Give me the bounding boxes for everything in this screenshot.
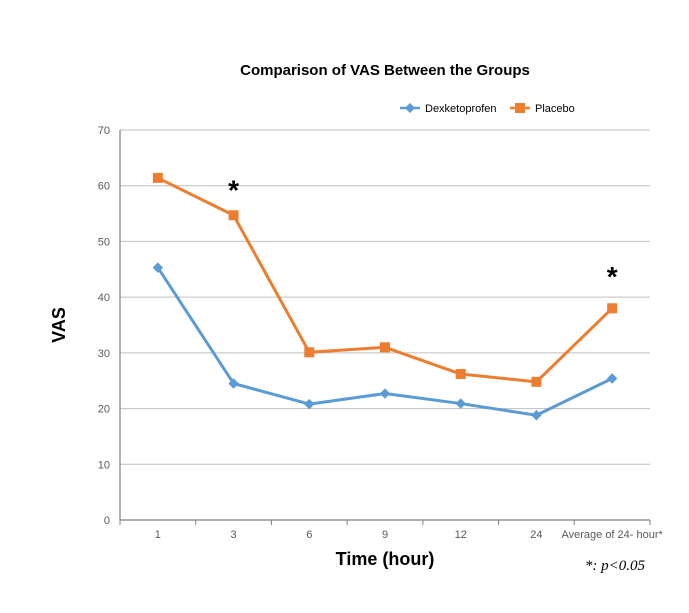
x-tick-label: 6 — [306, 529, 312, 541]
series-marker — [229, 211, 238, 220]
x-tick-label: 3 — [231, 529, 237, 541]
y-tick-label: 0 — [104, 515, 110, 527]
series-marker — [381, 343, 390, 352]
chart-container: Comparison of VAS Between the Groups 0 10 2… — [0, 0, 689, 613]
series-marker — [305, 348, 314, 357]
y-tick-label: 10 — [98, 459, 110, 471]
footnote: *: p<0.05 — [585, 558, 646, 574]
x-tick-label: 24 — [530, 529, 542, 541]
y-tick-label: 20 — [98, 404, 110, 416]
legend-label: Placebo — [535, 103, 575, 115]
legend-label: Dexketoprofen — [425, 103, 497, 115]
y-tick-label: 70 — [98, 125, 110, 137]
y-tick-label: 40 — [98, 292, 110, 304]
chart-svg: Comparison of VAS Between the Groups 0 10 2… — [0, 0, 689, 613]
y-axis-label: VAS — [49, 307, 69, 343]
series-marker — [532, 377, 541, 386]
y-tick-label: 60 — [98, 181, 110, 193]
annotation-asterisk: * — [228, 175, 239, 206]
x-tick-label: 12 — [455, 529, 467, 541]
x-axis-label: Time (hour) — [336, 549, 435, 569]
y-tick-label: 50 — [98, 236, 110, 248]
x-tick-label: 1 — [155, 529, 161, 541]
series-marker — [153, 173, 162, 182]
legend-marker — [515, 103, 525, 113]
y-tick-label: 30 — [98, 348, 110, 360]
x-tick-label: Average of 24- hour* — [561, 529, 663, 541]
annotation-asterisk: * — [607, 261, 618, 292]
series-marker — [456, 370, 465, 379]
chart-title: Comparison of VAS Between the Groups — [240, 62, 530, 79]
x-tick-label: 9 — [382, 529, 388, 541]
series-marker — [608, 304, 617, 313]
